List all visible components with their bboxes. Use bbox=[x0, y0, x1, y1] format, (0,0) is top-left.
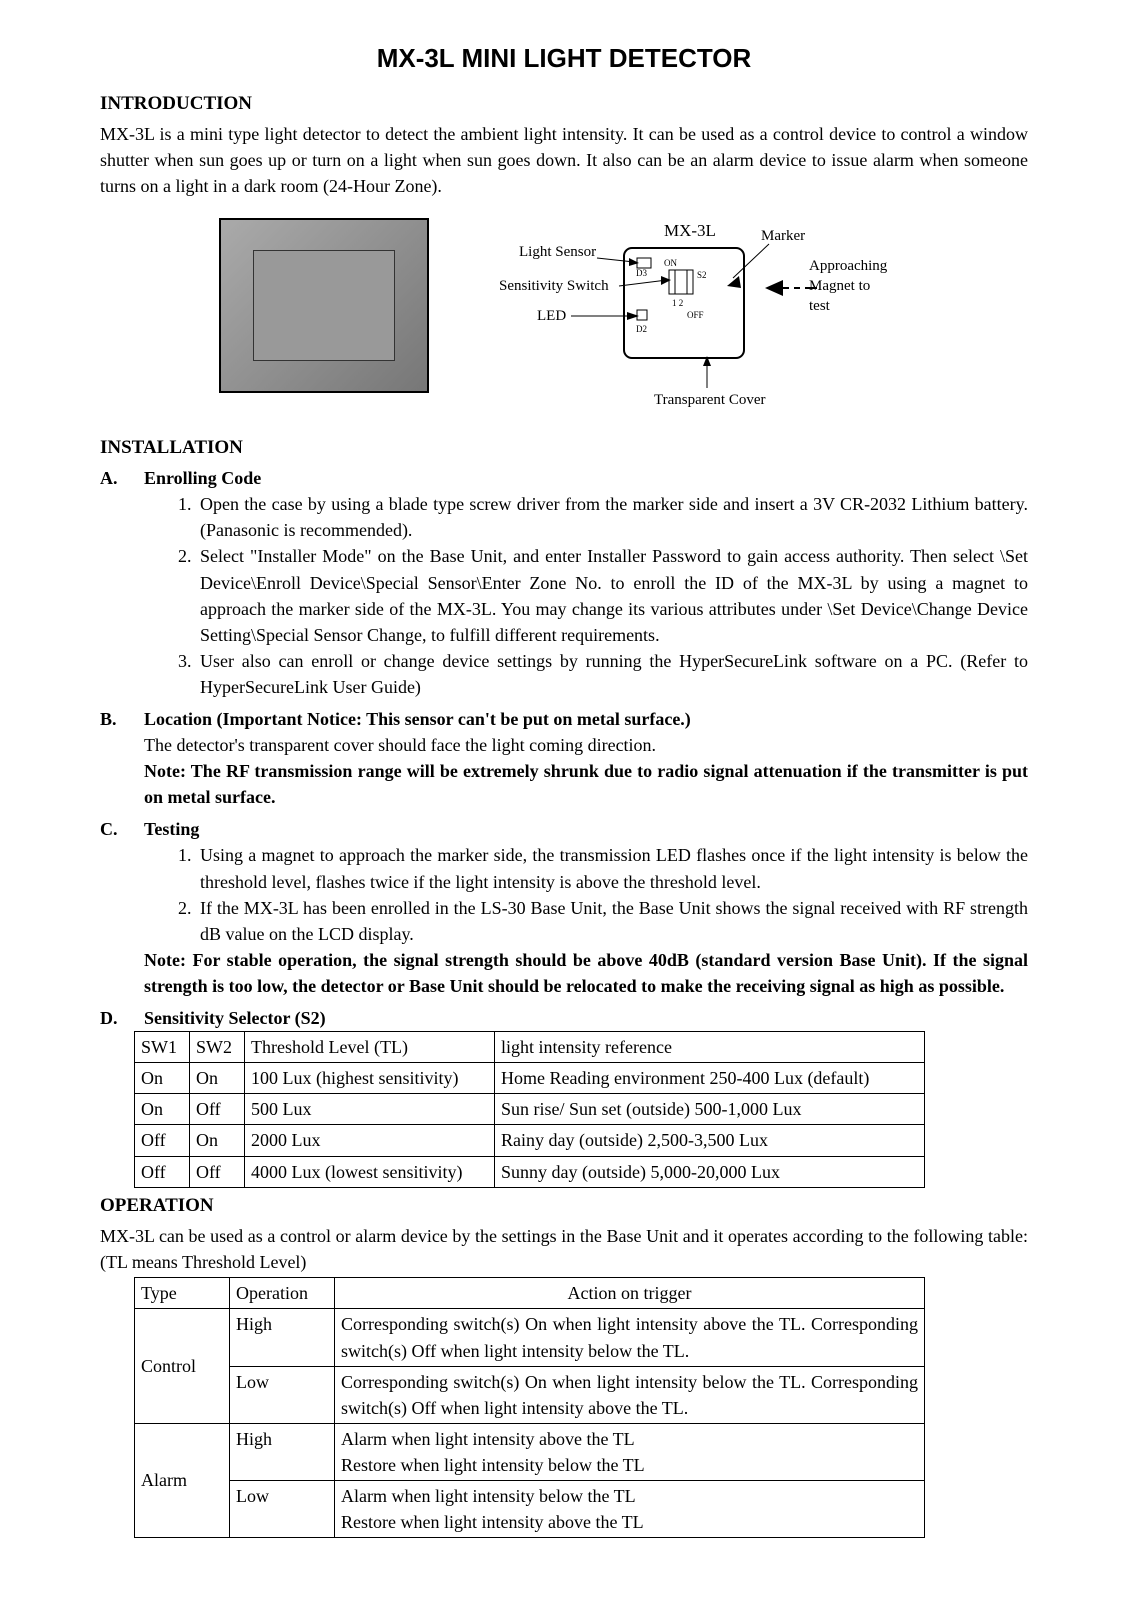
introduction-body: MX-3L is a mini type light detector to d… bbox=[100, 121, 1028, 199]
diagram-model-label: MX-3L bbox=[664, 221, 716, 240]
section-c-note: Note: For stable operation, the signal s… bbox=[144, 947, 1028, 999]
section-c-head: Testing bbox=[144, 816, 1028, 842]
section-b-body: The detector's transparent cover should … bbox=[144, 732, 1028, 758]
table-row: OffOn2000 LuxRainy day (outside) 2,500-3… bbox=[135, 1125, 925, 1156]
table-row: Low Corresponding switch(s) On when ligh… bbox=[135, 1366, 925, 1423]
svg-text:Sensitivity Switch: Sensitivity Switch bbox=[499, 278, 609, 294]
svg-text:Light Sensor: Light Sensor bbox=[519, 244, 596, 260]
diagram-marker-label: Marker bbox=[761, 228, 805, 244]
table-row: Low Alarm when light intensity below the… bbox=[135, 1480, 925, 1537]
product-diagram: MX-3L Marker Light Sensor Sensitivity Sw… bbox=[469, 218, 909, 420]
operation-heading: OPERATION bbox=[100, 1192, 1028, 1220]
section-c: C. Testing 1.Using a magnet to approach … bbox=[100, 816, 1028, 999]
section-a: A. Enrolling Code 1.Open the case by usi… bbox=[100, 465, 1028, 700]
section-b-head: Location (Important Notice: This sensor … bbox=[144, 706, 1028, 732]
sensitivity-table: SW1 SW2 Threshold Level (TL) light inten… bbox=[134, 1031, 925, 1187]
table-row: OnOn100 Lux (highest sensitivity)Home Re… bbox=[135, 1063, 925, 1094]
table-row: OffOff4000 Lux (lowest sensitivity)Sunny… bbox=[135, 1156, 925, 1187]
table-row: SW1 SW2 Threshold Level (TL) light inten… bbox=[135, 1032, 925, 1063]
svg-text:Magnet to: Magnet to bbox=[809, 278, 870, 294]
svg-text:OFF: OFF bbox=[687, 310, 704, 320]
section-b: B. Location (Important Notice: This sens… bbox=[100, 706, 1028, 810]
c-item-2: If the MX-3L has been enrolled in the LS… bbox=[200, 895, 1028, 947]
figure-row: MX-3L Marker Light Sensor Sensitivity Sw… bbox=[100, 218, 1028, 420]
a-item-1: Open the case by using a blade type scre… bbox=[200, 491, 1028, 543]
svg-text:Approaching: Approaching bbox=[809, 258, 888, 274]
c-item-1: Using a magnet to approach the marker si… bbox=[200, 842, 1028, 894]
table-row: Control High Corresponding switch(s) On … bbox=[135, 1309, 925, 1366]
a-item-2: Select "Installer Mode" on the Base Unit… bbox=[200, 543, 1028, 647]
page-title: MX-3L MINI LIGHT DETECTOR bbox=[100, 40, 1028, 78]
svg-text:D2: D2 bbox=[636, 324, 647, 334]
section-a-head: Enrolling Code bbox=[144, 465, 1028, 491]
table-row: OnOff500 LuxSun rise/ Sun set (outside) … bbox=[135, 1094, 925, 1125]
introduction-heading: INTRODUCTION bbox=[100, 90, 1028, 118]
svg-text:LED: LED bbox=[537, 308, 566, 324]
table-row: Alarm High Alarm when light intensity ab… bbox=[135, 1423, 925, 1480]
svg-text:1 2: 1 2 bbox=[672, 298, 683, 308]
svg-text:D3: D3 bbox=[636, 268, 647, 278]
svg-text:S2: S2 bbox=[697, 270, 707, 280]
table-row: Type Operation Action on trigger bbox=[135, 1278, 925, 1309]
product-photo bbox=[219, 218, 429, 393]
section-d-head: Sensitivity Selector (S2) bbox=[144, 1005, 1028, 1031]
svg-text:test: test bbox=[809, 298, 831, 314]
section-d: D. Sensitivity Selector (S2) bbox=[100, 1005, 1028, 1031]
a-item-3: User also can enroll or change device se… bbox=[200, 648, 1028, 700]
svg-text:Transparent Cover: Transparent Cover bbox=[654, 392, 766, 408]
installation-heading: INSTALLATION bbox=[100, 434, 1028, 462]
svg-text:ON: ON bbox=[664, 258, 677, 268]
operation-table: Type Operation Action on trigger Control… bbox=[134, 1277, 925, 1538]
section-b-note: Note: The RF transmission range will be … bbox=[144, 761, 1028, 807]
operation-body: MX-3L can be used as a control or alarm … bbox=[100, 1223, 1028, 1275]
